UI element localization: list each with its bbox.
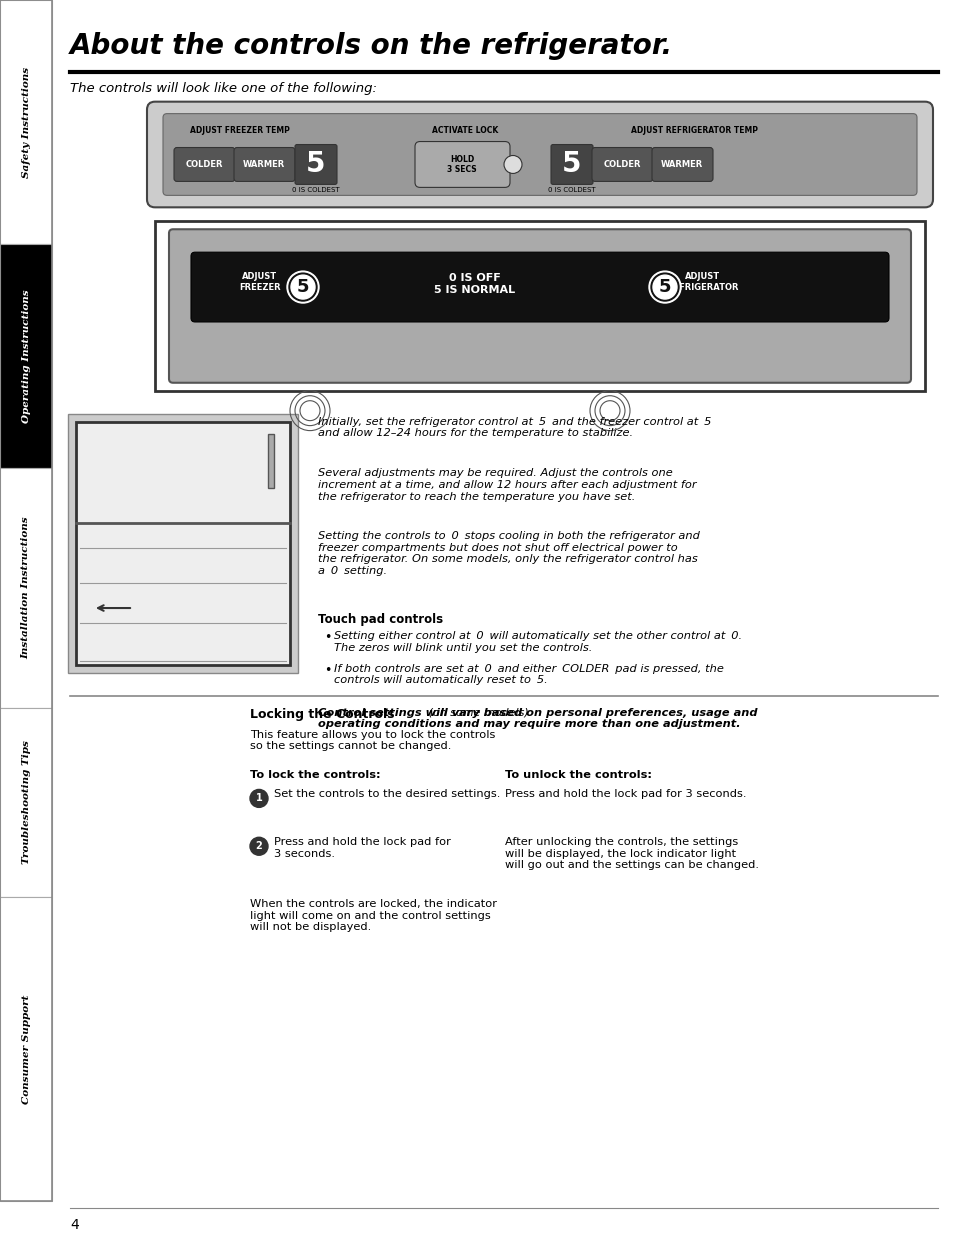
Bar [76, 421, 290, 664]
Text: ADJUST REFRIGERATOR TEMP: ADJUST REFRIGERATOR TEMP [631, 126, 758, 135]
Text: WARMER: WARMER [660, 161, 702, 169]
Text: 0 IS COLDEST: 0 IS COLDEST [292, 188, 339, 194]
Bar [68, 414, 297, 673]
Text: When the controls are locked, the indicator
light will come on and the control s: When the controls are locked, the indica… [250, 899, 497, 932]
Bar [0, 897, 52, 1202]
Text: Operating Instructions: Operating Instructions [22, 289, 30, 424]
Text: WARMER: WARMER [243, 161, 285, 169]
Circle shape [648, 272, 680, 303]
Text: After unlocking the controls, the settings
will be displayed, the lock indicator: After unlocking the controls, the settin… [504, 837, 759, 871]
Text: To lock the controls:: To lock the controls: [250, 769, 380, 779]
Text: If both controls are set at  0  and either  COLDER  pad is pressed, the
controls: If both controls are set at 0 and either… [334, 664, 723, 685]
FancyBboxPatch shape [147, 101, 932, 207]
Text: 0 IS OFF
5 IS NORMAL: 0 IS OFF 5 IS NORMAL [434, 273, 515, 295]
Circle shape [287, 272, 318, 303]
Text: Several adjustments may be required. Adjust the controls one
increment at a time: Several adjustments may be required. Adj… [317, 468, 696, 501]
Text: To unlock the controls:: To unlock the controls: [504, 769, 651, 779]
Text: 5: 5 [659, 278, 671, 296]
Text: 4: 4 [70, 1218, 79, 1233]
Circle shape [503, 156, 521, 173]
FancyBboxPatch shape [551, 144, 593, 184]
FancyBboxPatch shape [169, 230, 910, 383]
Text: •: • [324, 631, 331, 643]
Text: The controls will look like one of the following:: The controls will look like one of the f… [70, 82, 376, 95]
Text: ADJUST
REFRIGERATOR: ADJUST REFRIGERATOR [666, 273, 738, 291]
Bar [0, 708, 52, 897]
Circle shape [250, 789, 268, 808]
Text: Troubleshooting Tips: Troubleshooting Tips [22, 741, 30, 864]
Text: 0 IS COLDEST: 0 IS COLDEST [548, 188, 596, 194]
FancyBboxPatch shape [592, 147, 652, 182]
Bar [0, 245, 52, 468]
Text: Set the controls to the desired settings.: Set the controls to the desired settings… [274, 789, 500, 799]
Text: 5: 5 [296, 278, 309, 296]
Bar [0, 0, 52, 245]
Circle shape [250, 837, 268, 855]
Text: COLDER: COLDER [602, 161, 640, 169]
Text: Control settings will vary based on personal preferences, usage and
operating co: Control settings will vary based on pers… [317, 708, 757, 730]
Circle shape [289, 273, 316, 301]
Text: 1: 1 [255, 793, 262, 804]
Text: •: • [324, 664, 331, 677]
Bar [154, 221, 924, 390]
Text: Setting the controls to  0  stops cooling in both the refrigerator and
freezer c: Setting the controls to 0 stops cooling … [317, 531, 700, 576]
Text: About the controls on the refrigerator.: About the controls on the refrigerator. [70, 32, 672, 59]
Text: Consumer Support: Consumer Support [22, 994, 30, 1104]
Bar [0, 468, 52, 708]
Text: Setting either control at  0  will automatically set the other control at  0.
Th: Setting either control at 0 will automat… [334, 631, 741, 652]
FancyBboxPatch shape [233, 147, 294, 182]
Text: 5: 5 [306, 151, 325, 179]
Text: ACTIVATE LOCK: ACTIVATE LOCK [432, 126, 497, 135]
FancyBboxPatch shape [173, 147, 234, 182]
Text: 2: 2 [255, 841, 262, 851]
Text: Press and hold the lock pad for 3 seconds.: Press and hold the lock pad for 3 second… [504, 789, 745, 799]
Text: Press and hold the lock pad for
3 seconds.: Press and hold the lock pad for 3 second… [274, 837, 451, 858]
Text: Touch pad controls: Touch pad controls [317, 613, 442, 626]
Text: Safety Instructions: Safety Instructions [22, 67, 30, 178]
Text: ADJUST
FREEZER: ADJUST FREEZER [239, 273, 280, 291]
Bar [0, 0, 52, 1202]
Circle shape [652, 275, 677, 299]
Text: HOLD
3 SECS: HOLD 3 SECS [447, 154, 476, 174]
Text: Initially, set the refrigerator control at  5  and the freezer control at  5
and: Initially, set the refrigerator control … [317, 416, 711, 438]
FancyBboxPatch shape [191, 252, 888, 322]
Text: 5: 5 [561, 151, 581, 179]
Text: Installation Instructions: Installation Instructions [22, 516, 30, 659]
Circle shape [291, 275, 314, 299]
FancyBboxPatch shape [294, 144, 336, 184]
Text: Locking the Controls: Locking the Controls [250, 708, 395, 721]
Bar [268, 433, 274, 488]
Text: (on some models): (on some models) [424, 708, 528, 718]
FancyBboxPatch shape [651, 147, 712, 182]
Text: ADJUST FREEZER TEMP: ADJUST FREEZER TEMP [190, 126, 290, 135]
Circle shape [650, 273, 679, 301]
FancyBboxPatch shape [163, 114, 916, 195]
FancyBboxPatch shape [415, 142, 510, 188]
Text: This feature allows you to lock the controls
so the settings cannot be changed.: This feature allows you to lock the cont… [250, 730, 495, 751]
Text: COLDER: COLDER [185, 161, 222, 169]
